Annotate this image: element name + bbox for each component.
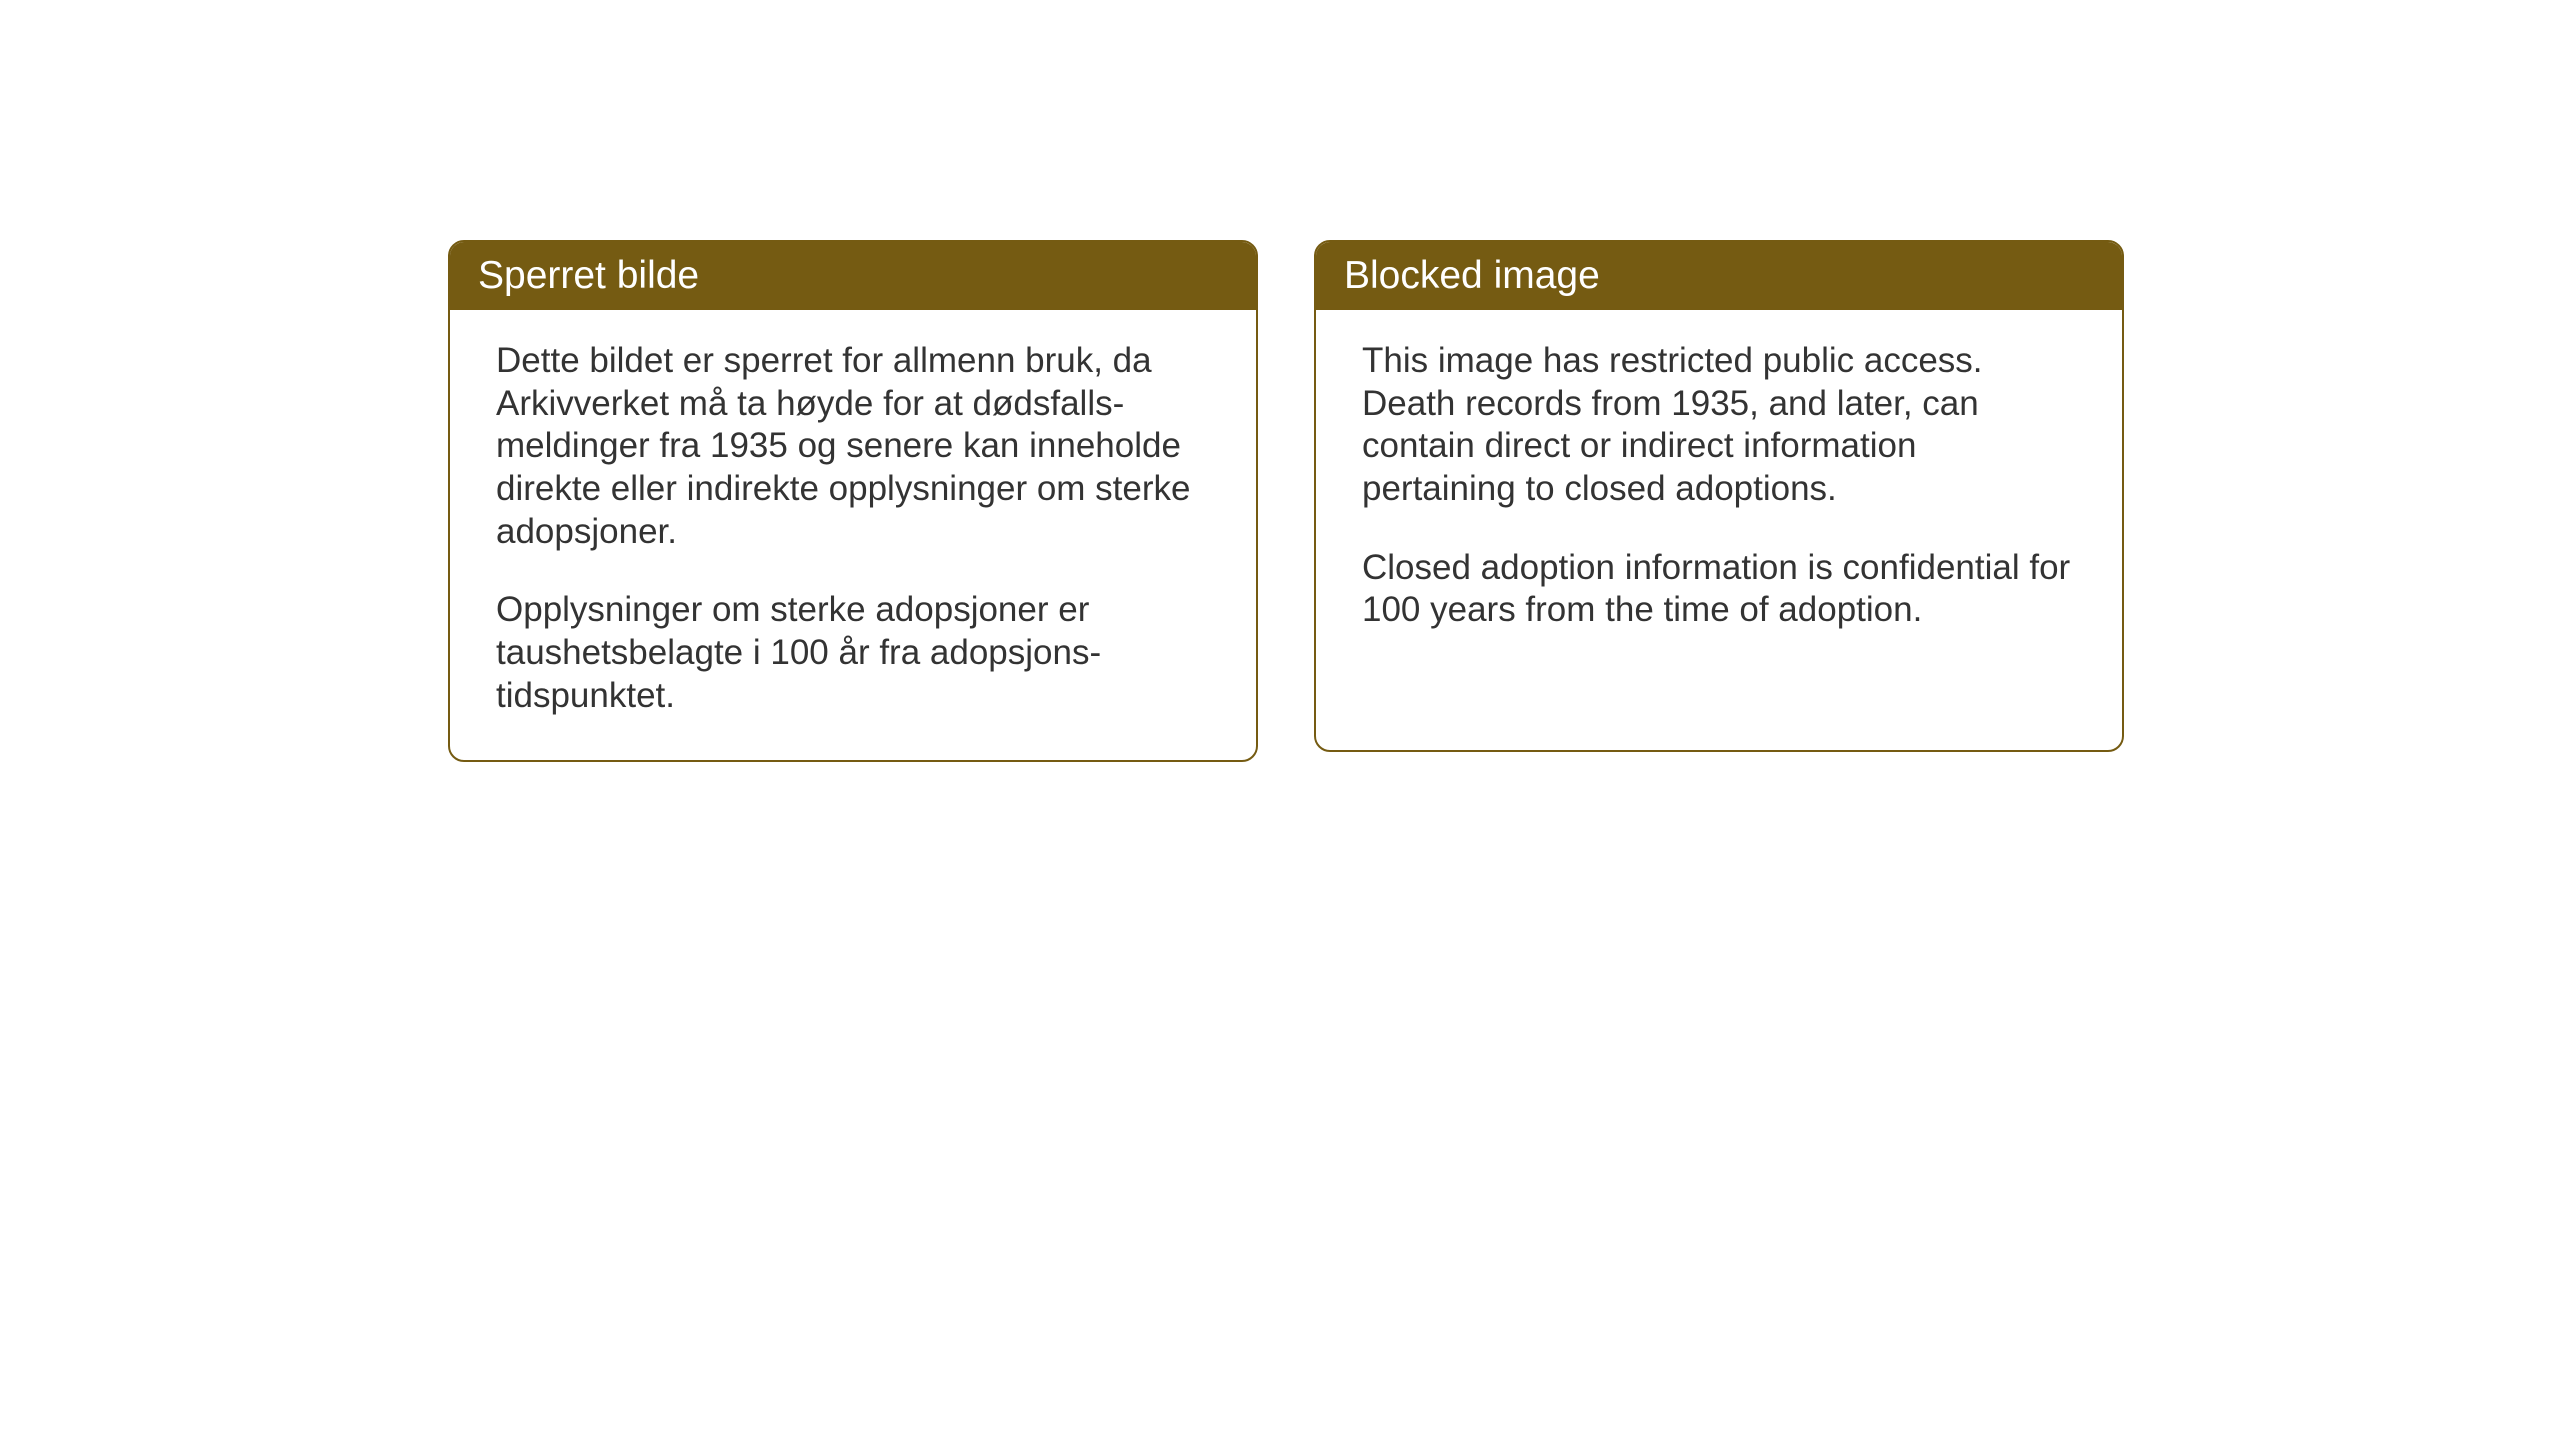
english-card: Blocked image This image has restricted … [1314, 240, 2124, 752]
english-paragraph-2: Closed adoption information is confident… [1362, 547, 2076, 632]
norwegian-card-header: Sperret bilde [450, 242, 1256, 310]
norwegian-card-title: Sperret bilde [478, 254, 699, 297]
cards-container: Sperret bilde Dette bildet er sperret fo… [448, 240, 2124, 762]
norwegian-card: Sperret bilde Dette bildet er sperret fo… [448, 240, 1258, 762]
english-card-body: This image has restricted public access.… [1316, 310, 2122, 674]
english-card-header: Blocked image [1316, 242, 2122, 310]
norwegian-card-body: Dette bildet er sperret for allmenn bruk… [450, 310, 1256, 760]
norwegian-paragraph-1: Dette bildet er sperret for allmenn bruk… [496, 340, 1210, 553]
norwegian-paragraph-2: Opplysninger om sterke adopsjoner er tau… [496, 589, 1210, 717]
english-paragraph-1: This image has restricted public access.… [1362, 340, 2076, 511]
english-card-title: Blocked image [1344, 254, 1600, 297]
